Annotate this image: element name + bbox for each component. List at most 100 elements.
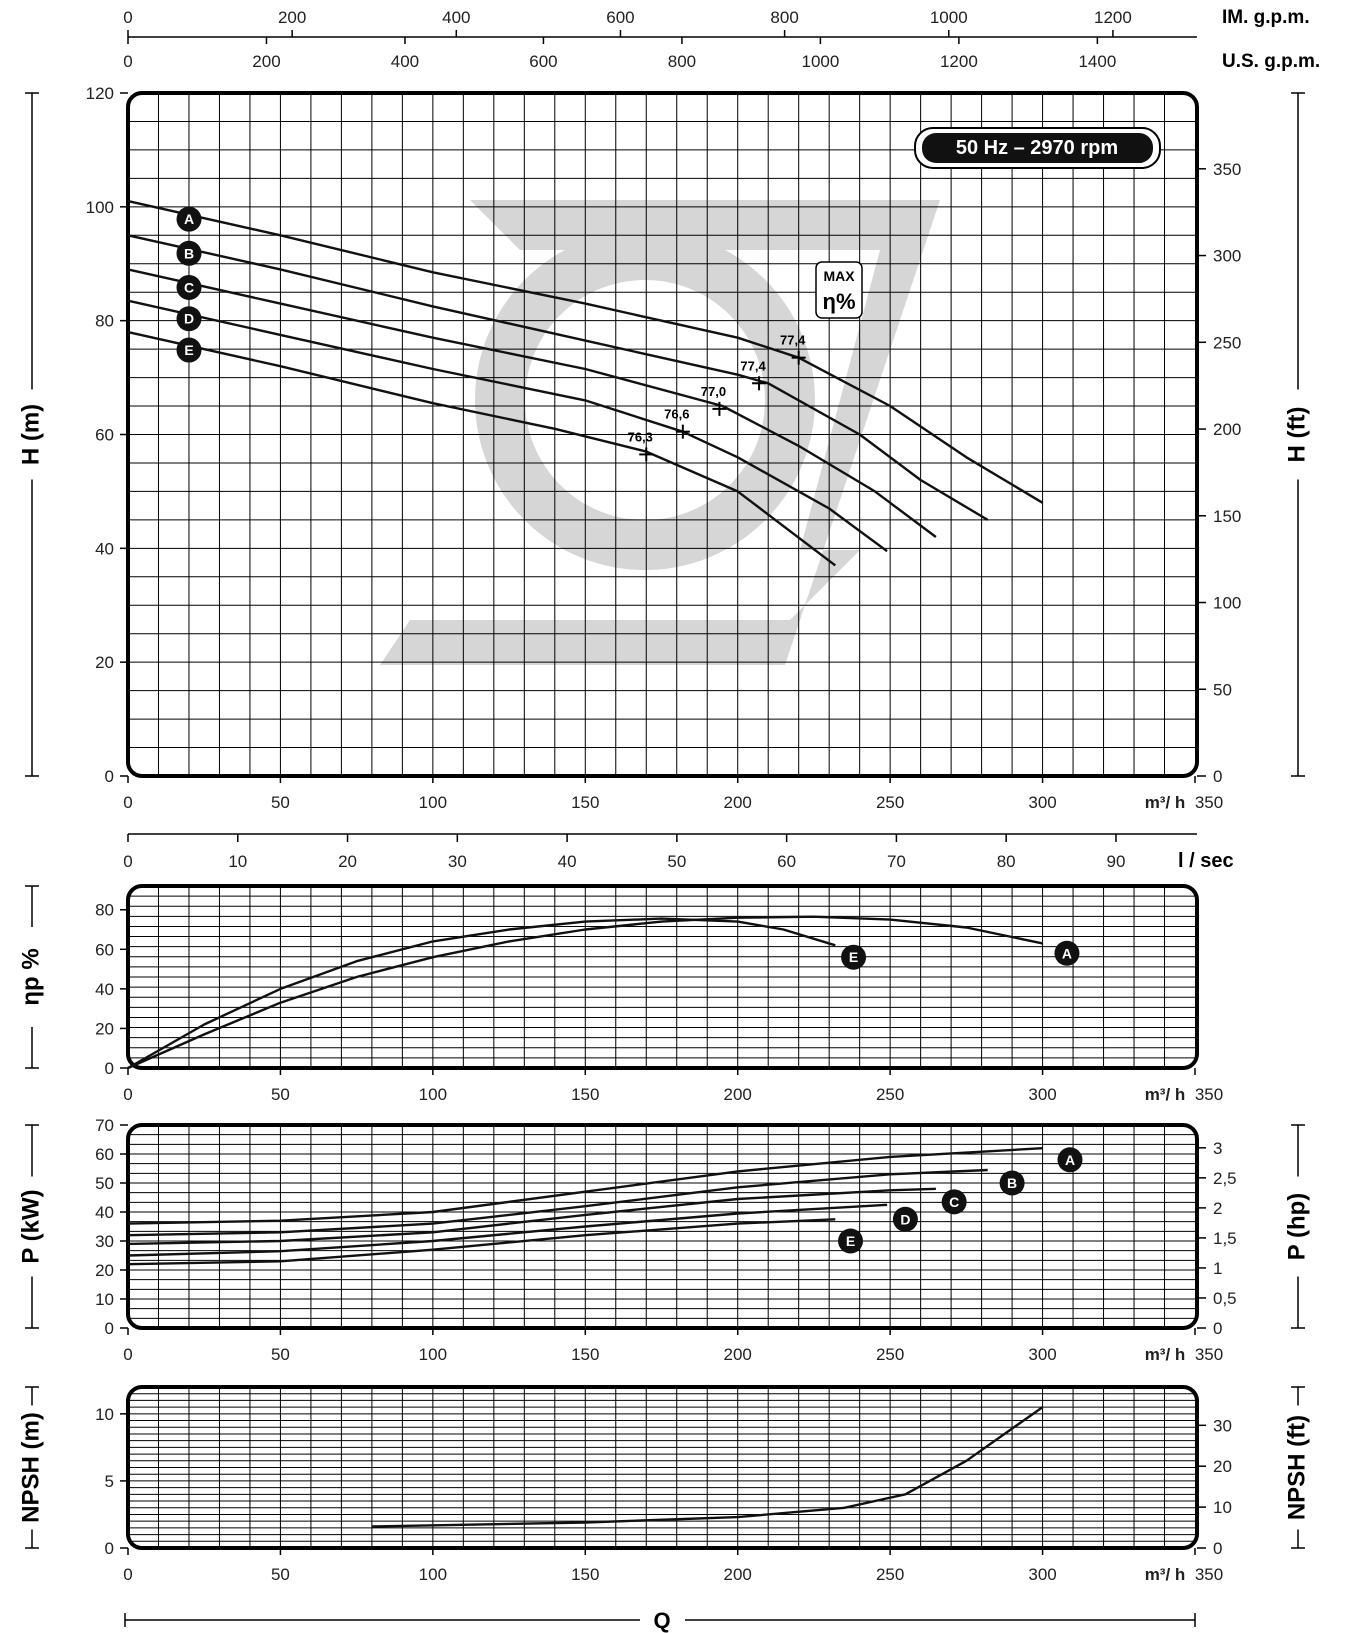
series-line-C [127, 268, 937, 538]
right-tick-label: 200 [1213, 420, 1241, 439]
series-badge [999, 1170, 1025, 1196]
series-badge-label: B [1007, 1175, 1017, 1191]
x-tick-label: 150 [571, 793, 599, 812]
plot-frame [126, 1385, 1199, 1550]
x-tick-label: 150 [571, 1085, 599, 1104]
right-tick-label: 20 [1213, 1457, 1232, 1476]
x-tick-label: 0 [123, 1565, 132, 1584]
series-badge-label: C [184, 279, 194, 295]
x-tick-label: 350 [1195, 793, 1223, 812]
lsec-tick-label: 40 [558, 852, 577, 871]
series-badge-label: B [184, 245, 194, 261]
right-tick-label: 350 [1213, 160, 1241, 179]
series-badge [841, 944, 867, 970]
top-tick-label: 800 [668, 52, 696, 71]
top-tick-label: 1200 [940, 52, 978, 71]
y-tick-label: 20 [95, 1019, 114, 1038]
x-tick-label: 350 [1195, 1345, 1223, 1364]
y-tick-label: 60 [95, 1145, 114, 1164]
x-tick-label: 200 [724, 793, 752, 812]
y-tick-label: 30 [95, 1232, 114, 1251]
x-tick-label: 50 [271, 1085, 290, 1104]
series-line-D [127, 299, 888, 553]
y-tick-label: 40 [95, 539, 114, 558]
x-tick-label: 150 [571, 1345, 599, 1364]
y-axis-label: P (kW) [17, 1189, 44, 1263]
x-tick-label: 50 [271, 1565, 290, 1584]
lsec-tick-label: 50 [667, 852, 686, 871]
x-tick-label: 50 [271, 793, 290, 812]
top-tick-label: 400 [442, 8, 470, 27]
lsec-tick-label: 10 [228, 852, 247, 871]
right-tick-label: 0 [1213, 1319, 1222, 1338]
series-badge [176, 337, 202, 363]
series-line-E [127, 1218, 836, 1266]
bep-label: 76,3 [628, 429, 653, 444]
y-tick-label: 20 [95, 1261, 114, 1280]
y-axis-label: H (m) [17, 404, 44, 465]
right-tick-label: 100 [1213, 594, 1241, 613]
top-tick-label: 600 [529, 52, 557, 71]
x-tick-label: 250 [876, 793, 904, 812]
x-unit-label: m³/ h [1145, 1085, 1186, 1104]
series-badge-label: A [1065, 1152, 1075, 1168]
lsec-tick-label: 20 [338, 852, 357, 871]
x-unit-label: m³/ h [1145, 793, 1186, 812]
top-tick-label: 200 [278, 8, 306, 27]
y-tick-label: 10 [95, 1290, 114, 1309]
top-tick-label: 1200 [1094, 8, 1132, 27]
series-badge [176, 240, 202, 266]
y-axis-label-right: NPSH (ft) [1283, 1415, 1310, 1520]
top-unit-label: U.S. g.p.m. [1222, 51, 1320, 72]
x-tick-label: 300 [1028, 1345, 1056, 1364]
right-tick-label: 250 [1213, 333, 1241, 352]
y-axis-label-right: H (ft) [1283, 407, 1310, 463]
y-tick-label: 40 [95, 980, 114, 999]
series-badge-label: E [846, 1233, 855, 1249]
right-tick-label: 50 [1213, 680, 1232, 699]
q-label: Q [653, 1608, 670, 1633]
y-tick-label: 10 [95, 1405, 114, 1424]
y-tick-label: 0 [105, 1539, 114, 1558]
series-line-D [127, 1203, 888, 1257]
series-badge [838, 1228, 864, 1254]
series-line-B [127, 1168, 988, 1237]
right-tick-label: 2 [1213, 1199, 1222, 1218]
series-badge-label: A [184, 211, 194, 227]
lsec-tick-label: 0 [123, 852, 132, 871]
right-tick-label: 1,5 [1213, 1229, 1237, 1248]
max-label: MAX [823, 268, 855, 284]
top-tick-label: 1000 [801, 52, 839, 71]
series-badge-label: A [1062, 945, 1072, 961]
y-axis-label-right: P (hp) [1283, 1193, 1310, 1261]
series-line-npsh [371, 1406, 1044, 1528]
x-tick-label: 350 [1195, 1085, 1223, 1104]
series-badge [1057, 1147, 1083, 1173]
y-tick-label: 80 [95, 901, 114, 920]
plot-frame [126, 884, 1199, 1070]
y-tick-label: 120 [86, 84, 114, 103]
y-tick-label: 0 [105, 1319, 114, 1338]
y-axis-label: NPSH (m) [17, 1412, 44, 1523]
series-line-E [127, 330, 837, 567]
lsec-tick-label: 80 [997, 852, 1016, 871]
series-badge-label: D [184, 311, 194, 327]
series-badge [176, 274, 202, 300]
x-tick-label: 200 [724, 1565, 752, 1584]
x-tick-label: 250 [876, 1085, 904, 1104]
series-badge-label: D [900, 1211, 910, 1227]
chart-title: 50 Hz – 2970 rpm [956, 137, 1118, 159]
lsec-tick-label: 90 [1107, 852, 1126, 871]
series-line-E [127, 917, 836, 1070]
top-tick-label: 1400 [1078, 52, 1116, 71]
y-tick-label: 60 [95, 426, 114, 445]
right-tick-label: 0 [1213, 1539, 1222, 1558]
top-tick-label: 400 [391, 52, 419, 71]
q-axis: Q [124, 1608, 1196, 1633]
right-tick-label: 150 [1213, 507, 1241, 526]
top-tick-label: 0 [123, 8, 132, 27]
top-tick-label: 800 [770, 8, 798, 27]
